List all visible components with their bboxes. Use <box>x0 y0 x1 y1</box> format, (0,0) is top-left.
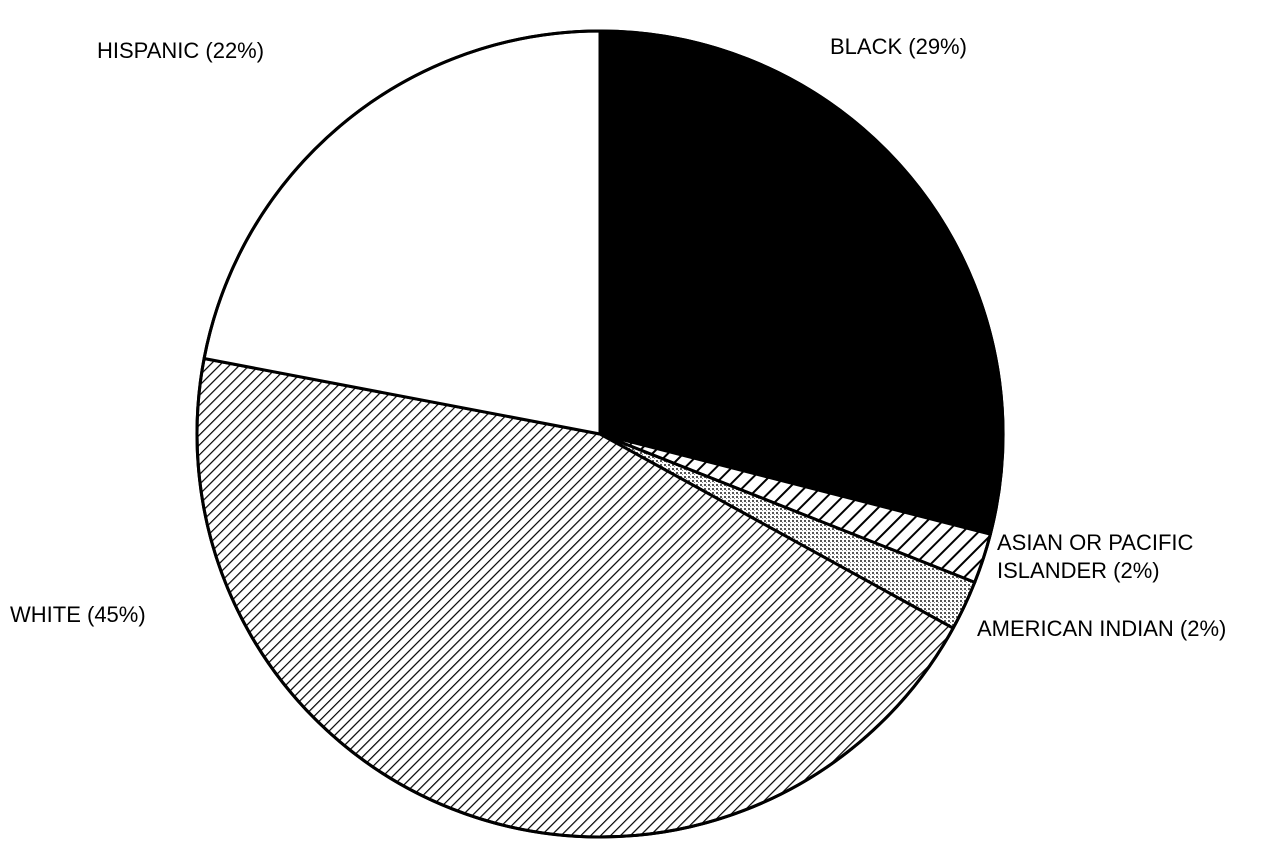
pie-outline <box>195 29 1005 839</box>
slice-label-white: WHITE (45%) <box>10 602 146 627</box>
slice-label-line: AMERICAN INDIAN (2%) <box>977 616 1226 641</box>
slice-label-line: HISPANIC (22%) <box>97 38 264 63</box>
slice-label-asian: ASIAN OR PACIFIC ISLANDER (2%) <box>997 530 1194 583</box>
slice-label-black: BLACK (29%) <box>830 34 967 59</box>
slice-label-line: ASIAN OR PACIFIC <box>997 530 1194 555</box>
slice-label-line: ISLANDER (2%) <box>997 558 1160 583</box>
slice-label-american-indian: AMERICAN INDIAN (2%) <box>977 616 1226 641</box>
slice-label-line: BLACK (29%) <box>830 34 967 59</box>
slice-label-hispanic: HISPANIC (22%) <box>97 38 264 63</box>
slice-label-line: WHITE (45%) <box>10 602 146 627</box>
